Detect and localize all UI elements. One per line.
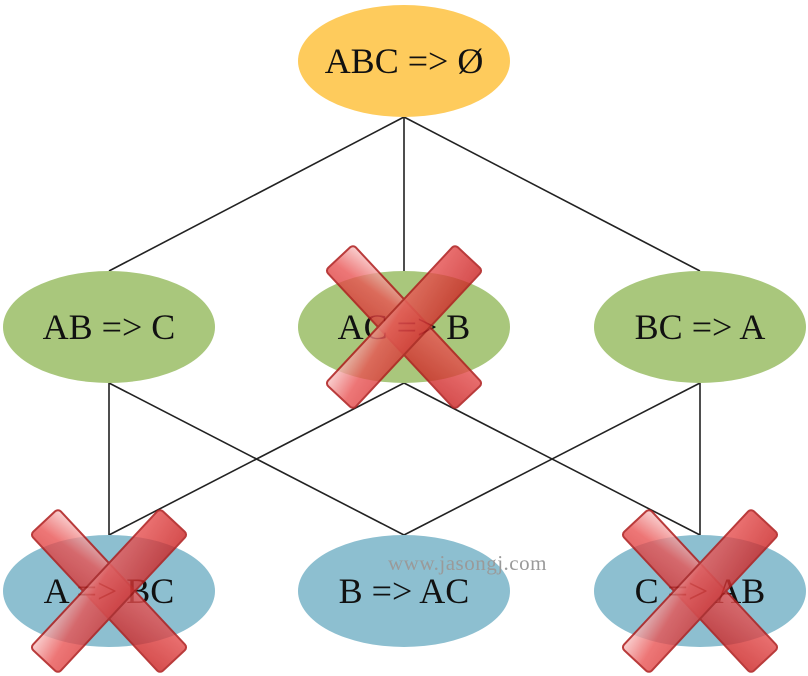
node-bc: BC => A xyxy=(594,271,806,383)
node-label: ABC => Ø xyxy=(325,41,484,81)
node-ellipse xyxy=(298,535,510,647)
prune-x-icon xyxy=(325,245,483,409)
cross-bar xyxy=(30,509,188,673)
node-ellipse xyxy=(3,271,215,383)
node-abc: ABC => Ø xyxy=(298,5,510,117)
node-label: B => AC xyxy=(339,571,470,611)
cross-bar xyxy=(621,509,779,673)
node-ellipse xyxy=(594,271,806,383)
prune-x-icon xyxy=(621,509,779,673)
node-b: B => AC xyxy=(298,535,510,647)
node-label: AB => C xyxy=(43,307,176,347)
cross-bar xyxy=(325,245,483,409)
prune-marks xyxy=(30,245,779,673)
watermark-text: www.jasongj.com xyxy=(388,551,547,575)
edge-bc-b xyxy=(403,382,701,536)
node-ellipse xyxy=(298,5,510,117)
edge-abc-ab xyxy=(108,116,405,272)
node-ab: AB => C xyxy=(3,271,215,383)
edge-abc-bc xyxy=(403,116,701,272)
node-label: BC => A xyxy=(635,307,766,347)
prune-x-icon xyxy=(30,509,188,673)
